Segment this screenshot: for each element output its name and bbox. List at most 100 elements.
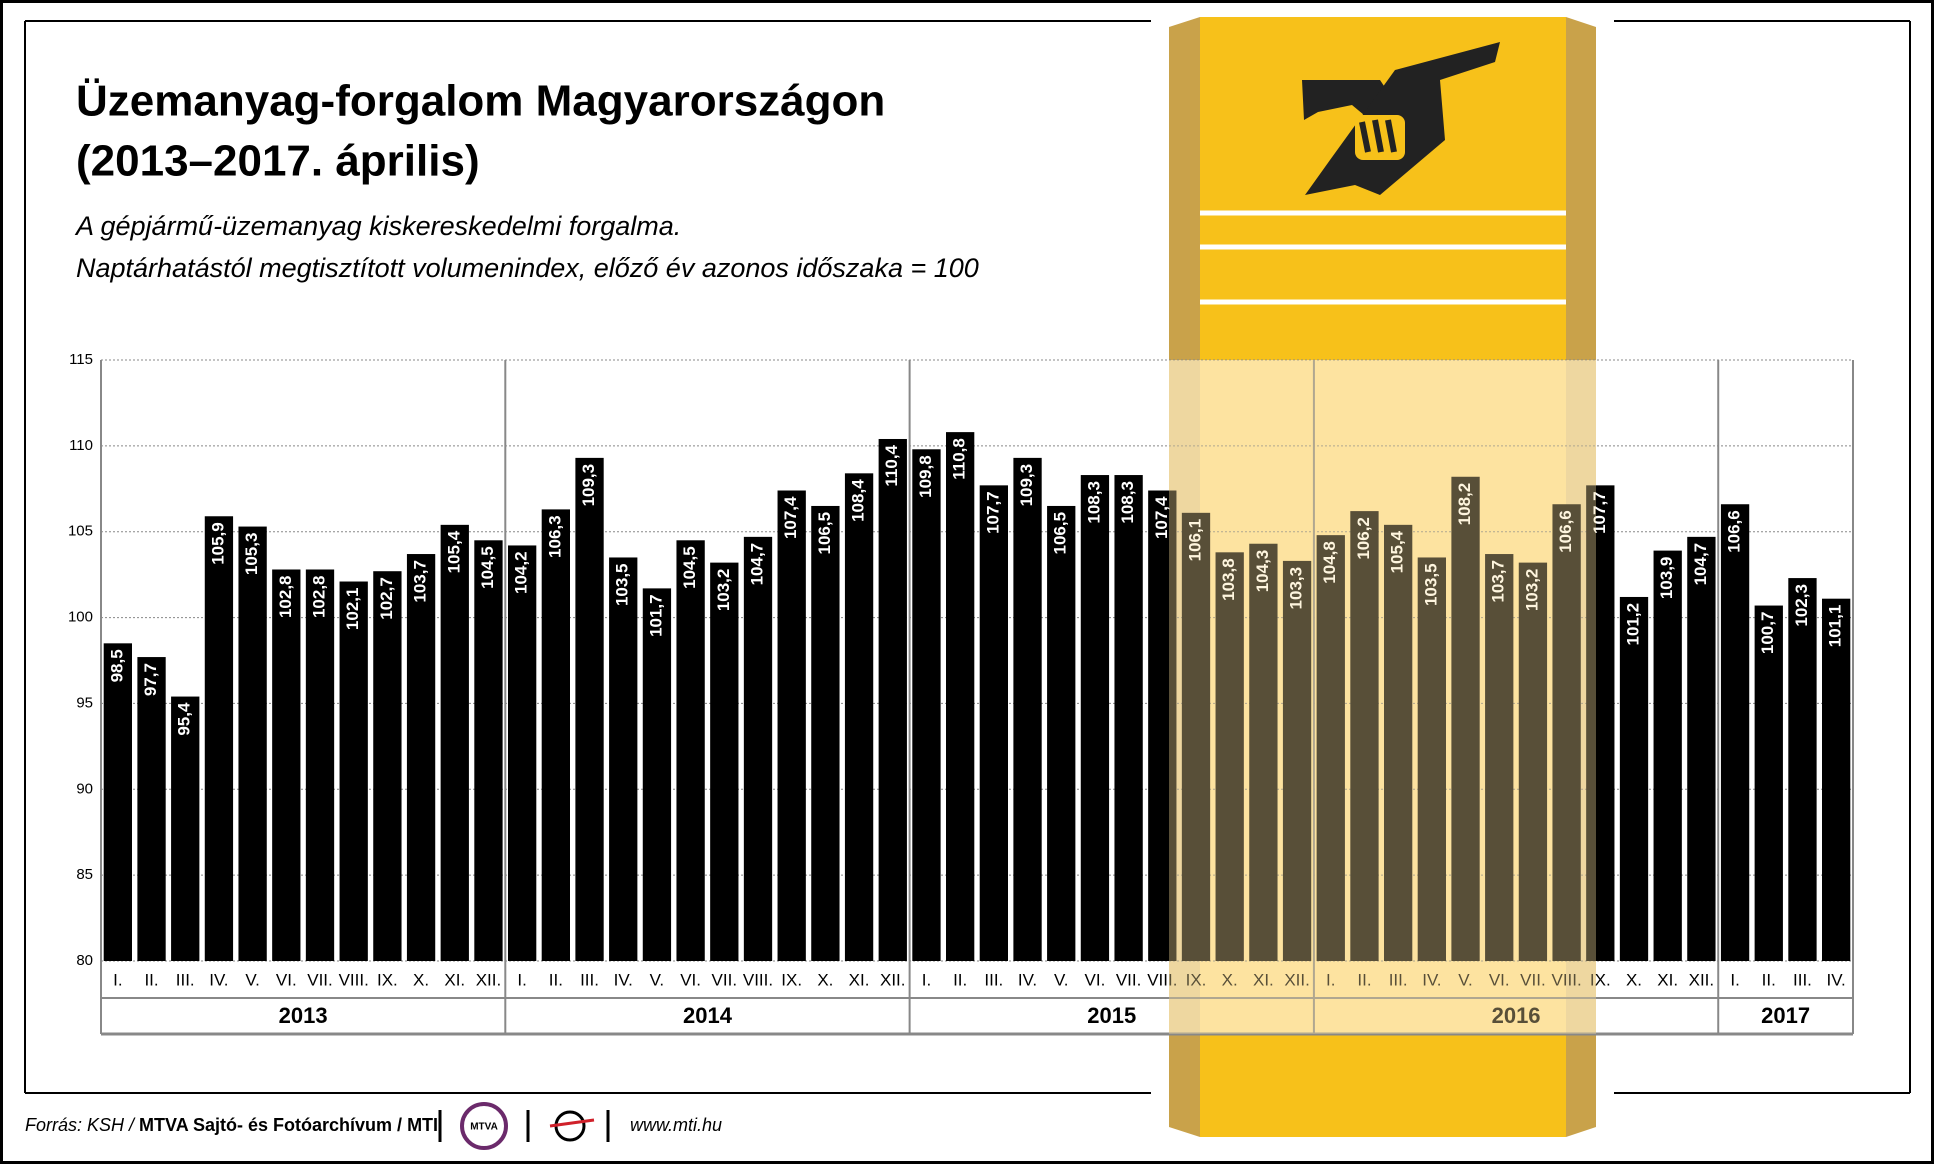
value-label: 102,8	[309, 575, 328, 618]
x-tick-label: X.	[1222, 970, 1238, 989]
bar	[1720, 504, 1750, 961]
value-label: 103,9	[1657, 557, 1676, 600]
x-tick-label: IV.	[614, 970, 633, 989]
value-label: 109,3	[579, 464, 598, 507]
bar	[541, 509, 570, 961]
x-tick-label: III.	[1389, 970, 1408, 989]
bar	[642, 588, 672, 961]
bar	[305, 569, 335, 961]
bar	[1114, 475, 1143, 961]
bar	[1518, 562, 1548, 961]
source-bold: MTVA Sajtó- és Fotóarchívum / MTI	[139, 1115, 438, 1135]
x-tick-label: XII.	[476, 970, 502, 989]
x-tick-label: X.	[1626, 970, 1642, 989]
bar	[743, 536, 773, 961]
x-tick-label: II.	[953, 970, 967, 989]
x-tick-label: V.	[1458, 970, 1473, 989]
value-label: 97,7	[141, 663, 160, 696]
value-label: 105,9	[208, 522, 227, 565]
value-label: 103,7	[1489, 560, 1508, 603]
x-tick-label: I.	[517, 970, 526, 989]
value-label: 106,5	[1051, 512, 1070, 555]
value-label: 98,5	[107, 649, 126, 682]
bar	[710, 562, 739, 961]
value-label: 108,4	[849, 479, 868, 522]
bar	[137, 657, 166, 961]
x-tick-label: XII.	[1689, 970, 1715, 989]
value-label: 101,7	[646, 594, 665, 637]
value-label: 107,4	[781, 496, 800, 539]
bar	[1148, 490, 1177, 961]
x-tick-label: XI.	[1657, 970, 1678, 989]
x-tick-label: VII.	[1520, 970, 1546, 989]
value-label: 101,2	[1623, 603, 1642, 646]
bar	[777, 490, 806, 961]
bar	[406, 554, 436, 961]
bar	[912, 449, 941, 961]
value-label: 105,4	[1388, 530, 1407, 573]
bar	[238, 526, 267, 961]
y-tick-label: 115	[69, 351, 93, 368]
x-tick-label: I.	[113, 970, 122, 989]
bar	[1047, 505, 1076, 961]
bar	[1417, 557, 1446, 961]
pump-overlay	[1169, 360, 1596, 1034]
value-label: 108,3	[1118, 481, 1137, 524]
value-label: 104,5	[478, 546, 497, 589]
year-label: 2013	[279, 1003, 328, 1028]
year-label: 2014	[683, 1003, 733, 1028]
value-label: 104,7	[747, 543, 766, 586]
x-tick-label: XII.	[1284, 970, 1310, 989]
x-tick-label: IV.	[209, 970, 228, 989]
bar	[1181, 512, 1211, 961]
x-tick-label: III.	[1793, 970, 1812, 989]
bar	[1485, 554, 1514, 961]
value-label: 106,2	[1354, 517, 1373, 560]
value-label: 104,8	[1320, 541, 1339, 584]
x-tick-label: X.	[817, 970, 833, 989]
value-label: 104,5	[680, 546, 699, 589]
bar	[440, 524, 469, 961]
value-label: 106,6	[1556, 510, 1575, 553]
x-tick-label: II.	[549, 970, 563, 989]
value-label: 106,3	[545, 515, 564, 558]
bar	[1822, 598, 1851, 961]
value-label: 103,5	[1421, 563, 1440, 606]
value-label: 107,4	[1152, 496, 1171, 539]
x-tick-label: VI.	[1489, 970, 1510, 989]
x-tick-label: VII.	[1116, 970, 1142, 989]
value-label: 106,5	[815, 512, 834, 555]
value-label: 103,7	[411, 560, 430, 603]
x-tick-label: IX.	[377, 970, 398, 989]
x-tick-label: V.	[1054, 970, 1069, 989]
x-tick-label: V.	[650, 970, 665, 989]
bar	[844, 473, 874, 961]
bar	[204, 516, 234, 961]
bar	[946, 432, 975, 961]
plot: 80 85 90 95 100 105 110 115 I. 98,5 II. 97,7 III. 95,…	[68, 351, 1854, 1036]
bar	[1754, 605, 1783, 961]
bar	[609, 557, 638, 961]
value-label: 103,2	[1522, 569, 1541, 612]
x-tick-label: II.	[1357, 970, 1371, 989]
bar	[1788, 578, 1817, 961]
bar	[1552, 504, 1581, 961]
bar	[373, 571, 402, 961]
value-label: 100,7	[1758, 612, 1777, 655]
y-tick-label: 110	[69, 437, 93, 454]
logo-mti-line	[549, 1118, 595, 1128]
bar	[103, 643, 132, 961]
logo-text: MTVA	[470, 1122, 498, 1133]
x-tick-label: I.	[1326, 970, 1335, 989]
bar	[979, 485, 1008, 961]
bar	[1215, 552, 1244, 961]
value-label: 105,4	[444, 530, 463, 573]
x-tick-label: IX.	[781, 970, 802, 989]
bar	[1350, 511, 1379, 961]
x-tick-label: III.	[984, 970, 1003, 989]
x-tick-label: XI.	[444, 970, 465, 989]
value-label: 103,3	[1287, 567, 1306, 610]
x-tick-label: VIII.	[1551, 970, 1581, 989]
